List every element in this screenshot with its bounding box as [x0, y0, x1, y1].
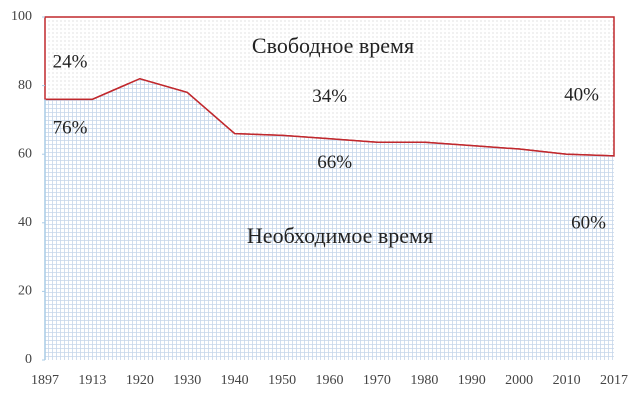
- y-tick-label: 0: [25, 352, 32, 367]
- x-tick-label: 2000: [505, 373, 533, 388]
- x-tick-label: 1960: [316, 373, 344, 388]
- x-tick-label: 1980: [410, 373, 438, 388]
- y-tick-label: 80: [18, 78, 32, 93]
- y-tick-label: 20: [18, 284, 32, 299]
- area-label: Свободное время: [252, 33, 414, 58]
- x-tick-label: 1970: [363, 373, 391, 388]
- area: [45, 78, 614, 361]
- data-label: 24%: [53, 52, 88, 73]
- data-label: 66%: [317, 152, 352, 173]
- area-label: Необходимое время: [247, 223, 433, 248]
- x-tick-label: 1990: [458, 373, 486, 388]
- boundary-line: [45, 77, 615, 157]
- x-tick-label: 1897: [31, 373, 59, 388]
- x-tick-label: 1913: [78, 373, 106, 388]
- x-tick-label: 2017: [600, 373, 628, 388]
- x-tick-label: 1940: [221, 373, 249, 388]
- y-tick-label: 100: [11, 9, 32, 24]
- data-label: 60%: [571, 213, 606, 234]
- x-tick-label: 1950: [268, 373, 296, 388]
- y-tick-label: 40: [18, 215, 32, 230]
- x-tick-label: 2010: [553, 373, 581, 388]
- data-label: 40%: [564, 85, 599, 106]
- data-label: 76%: [53, 118, 88, 139]
- x-tick-label: 1930: [173, 373, 201, 388]
- data-label: 34%: [312, 86, 347, 107]
- x-tick-label: 1920: [126, 373, 154, 388]
- y-tick-label: 60: [18, 146, 32, 161]
